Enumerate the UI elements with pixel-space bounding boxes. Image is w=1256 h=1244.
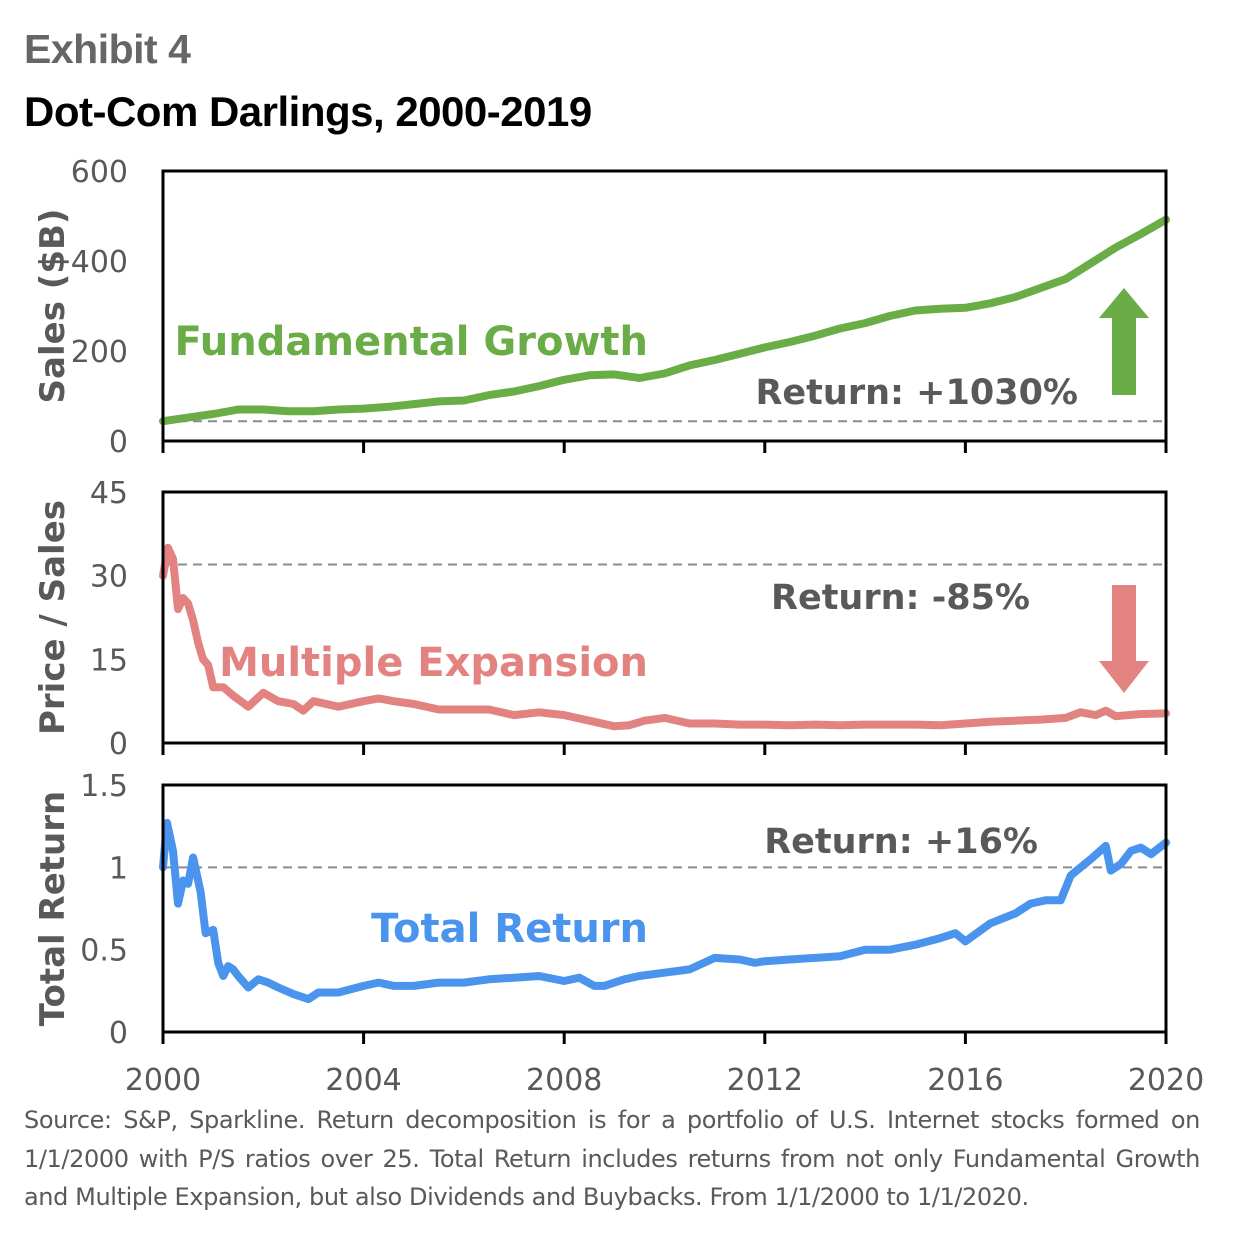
sales-series-line <box>159 215 1170 426</box>
up-arrow-icon <box>1099 288 1149 395</box>
total-return-series-label: Total Return <box>371 906 648 952</box>
source-caption: Source: S&P, Sparkline. Return decomposi… <box>24 1106 1200 1211</box>
total-return-y-tick-label: 0 <box>109 1016 128 1051</box>
price-sales-y-tick-label: 30 <box>90 560 128 595</box>
sales-y-tick-label: 400 <box>71 245 128 280</box>
total-return-return-label: Return: +16% <box>764 822 1038 862</box>
sales-y-axis-title: Sales ($B) <box>33 209 73 404</box>
total-return-series-line <box>159 818 1170 1004</box>
price-sales-y-tick-label: 45 <box>90 476 128 511</box>
price-sales-y-tick-label: 0 <box>109 727 128 762</box>
x-tick-label: 2016 <box>927 1063 1003 1098</box>
x-tick-label: 2008 <box>526 1063 602 1098</box>
total-return-y-tick-label: 1 <box>109 851 128 886</box>
sales-y-tick-label: 600 <box>71 155 128 190</box>
sales-plot-frame <box>161 169 1168 443</box>
price-sales-return-label: Return: -85% <box>771 578 1030 618</box>
total-return-y-tick-label: 0.5 <box>80 934 128 969</box>
price-sales-series-line <box>159 543 1170 731</box>
x-tick-label: 2004 <box>325 1063 401 1098</box>
sales-y-tick-label: 0 <box>109 425 128 460</box>
sales-series-label: Fundamental Growth <box>174 319 648 365</box>
total-return-y-tick-label: 1.5 <box>80 769 128 804</box>
price-sales-y-axis-title: Price / Sales <box>33 500 73 735</box>
price-sales-plot-frame <box>161 490 1168 745</box>
total-return-y-axis-title: Total Return <box>33 791 73 1026</box>
chart-title: Dot-Com Darlings, 2000-2019 <box>24 88 592 135</box>
exhibit-label: Exhibit 4 <box>24 26 191 72</box>
x-tick-label: 2000 <box>125 1063 201 1098</box>
sales-return-label: Return: +1030% <box>755 373 1078 413</box>
sales-y-tick-label: 200 <box>71 335 128 370</box>
x-tick-label: 2020 <box>1128 1063 1204 1098</box>
x-tick-label: 2012 <box>727 1063 803 1098</box>
down-arrow-icon <box>1099 585 1149 693</box>
price-sales-series-label: Multiple Expansion <box>219 640 648 686</box>
price-sales-y-tick-label: 15 <box>90 643 128 678</box>
total-return-plot-frame <box>161 783 1168 1034</box>
